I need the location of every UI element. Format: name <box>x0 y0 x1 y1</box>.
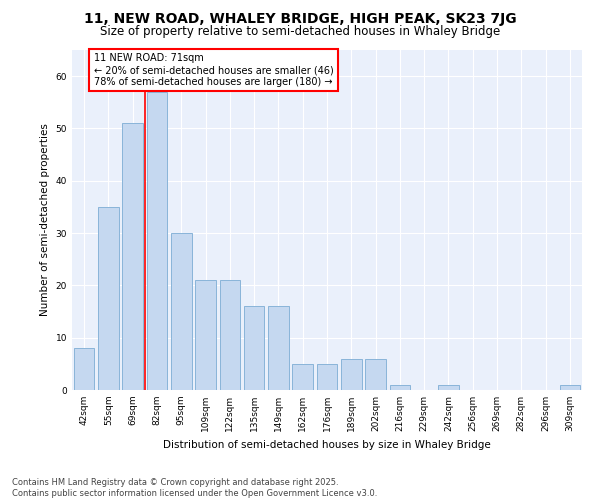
Bar <box>74 348 94 390</box>
Bar <box>341 358 362 390</box>
Text: Size of property relative to semi-detached houses in Whaley Bridge: Size of property relative to semi-detach… <box>100 25 500 38</box>
Bar <box>292 364 313 390</box>
Bar <box>171 233 191 390</box>
Text: 11, NEW ROAD, WHALEY BRIDGE, HIGH PEAK, SK23 7JG: 11, NEW ROAD, WHALEY BRIDGE, HIGH PEAK, … <box>83 12 517 26</box>
Text: Contains HM Land Registry data © Crown copyright and database right 2025.
Contai: Contains HM Land Registry data © Crown c… <box>12 478 377 498</box>
Bar <box>98 207 119 390</box>
Bar <box>365 358 386 390</box>
Text: 11 NEW ROAD: 71sqm
← 20% of semi-detached houses are smaller (46)
78% of semi-de: 11 NEW ROAD: 71sqm ← 20% of semi-detache… <box>94 54 334 86</box>
X-axis label: Distribution of semi-detached houses by size in Whaley Bridge: Distribution of semi-detached houses by … <box>163 440 491 450</box>
Bar <box>389 385 410 390</box>
Bar <box>122 123 143 390</box>
Bar <box>560 385 580 390</box>
Bar <box>244 306 265 390</box>
Bar <box>220 280 240 390</box>
Y-axis label: Number of semi-detached properties: Number of semi-detached properties <box>40 124 50 316</box>
Bar <box>268 306 289 390</box>
Bar <box>317 364 337 390</box>
Bar <box>438 385 459 390</box>
Bar <box>195 280 216 390</box>
Bar <box>146 92 167 390</box>
